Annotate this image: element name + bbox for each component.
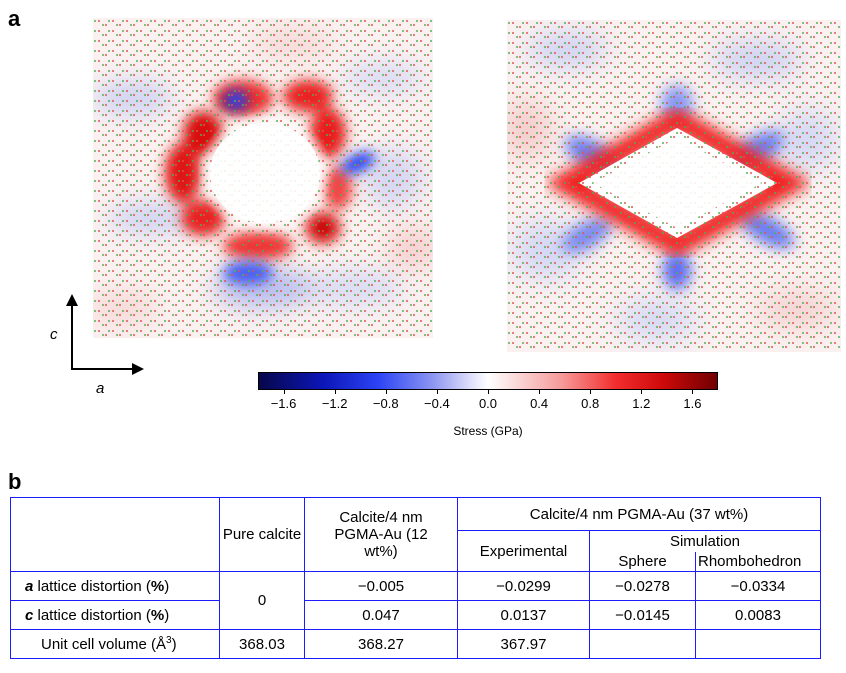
a-axis-label: a xyxy=(96,380,105,397)
header-calcite-37wt: Calcite/4 nm PGMA-Au (37 wt%) xyxy=(457,497,821,531)
cell-a-sphere: −0.0278 xyxy=(589,571,696,601)
colorbar-tick-label: −1.6 xyxy=(270,396,297,411)
c-axis-arrow-line xyxy=(71,302,73,370)
colorbar-tick xyxy=(539,389,541,394)
colorbar-tick xyxy=(334,389,336,394)
colorbar-tick xyxy=(590,389,592,394)
colorbar-tick-label: 0.0 xyxy=(478,396,498,411)
cell-volume-sphere xyxy=(589,629,696,659)
table-corner-cell xyxy=(10,497,220,572)
row-label-unit-cell-volume: Unit cell volume (Å3) xyxy=(10,629,220,659)
colorbar-tick-label: −0.8 xyxy=(372,396,399,411)
colorbar-tick xyxy=(385,389,387,394)
table-row: Unit cell volume (Å3) 368.03 368.27 367.… xyxy=(10,629,821,659)
colorbar-tick-label: −1.2 xyxy=(321,396,348,411)
table-row: c lattice distortion (%) 0.047 0.0137 −0… xyxy=(10,600,821,630)
cell-pure-lattice: 0 xyxy=(219,571,305,630)
cell-a-rhombohedron: −0.0334 xyxy=(695,571,821,601)
cell-volume-12wt: 368.27 xyxy=(304,629,458,659)
colorbar-title: Stress (GPa) xyxy=(453,424,523,438)
a-axis-arrow-line xyxy=(71,368,135,370)
header-calcite-12wt: Calcite/4 nm PGMA-Au (12 wt%) xyxy=(304,497,458,572)
rhombohedron-stress-map xyxy=(507,20,841,352)
header-simulation: Simulation xyxy=(589,530,821,552)
header-experimental: Experimental xyxy=(457,530,590,572)
cell-c-experimental: 0.0137 xyxy=(457,600,590,630)
colorbar-tick xyxy=(641,389,643,394)
c-axis-label: c xyxy=(50,326,58,343)
row-label-c-lattice: c lattice distortion (%) xyxy=(10,600,220,630)
panel-b-label: b xyxy=(8,469,22,494)
row-label-a-lattice: a lattice distortion (%) xyxy=(10,571,220,601)
header-sphere: Sphere xyxy=(589,551,696,572)
colorbar-tick xyxy=(488,389,489,394)
cell-a-experimental: −0.0299 xyxy=(457,571,590,601)
colorbar-tick xyxy=(283,389,285,394)
colorbar-tick-label: 0.8 xyxy=(581,396,600,411)
c-axis-arrowhead-icon xyxy=(66,294,78,306)
header-rhombohedron: Rhombohedron xyxy=(695,551,821,572)
table-row: a lattice distortion (%) 0 −0.005 −0.029… xyxy=(10,571,821,630)
colorbar-tick-label: 1.6 xyxy=(683,396,702,411)
cell-volume-pure: 368.03 xyxy=(219,629,305,659)
panel-a-label: a xyxy=(8,6,21,31)
cell-volume-experimental: 367.97 xyxy=(457,629,590,659)
colorbar-tick xyxy=(692,389,694,394)
colorbar-tick-label: −0.4 xyxy=(424,396,450,411)
cell-c-rhombohedron: 0.0083 xyxy=(695,600,821,630)
cell-c-sphere: −0.0145 xyxy=(589,600,696,630)
a-axis-arrowhead-icon xyxy=(132,363,144,375)
colorbar-tick-label: 1.2 xyxy=(632,396,651,411)
cell-a-12wt: −0.005 xyxy=(304,571,458,601)
cell-c-12wt: 0.047 xyxy=(304,600,458,630)
colorbar-tick xyxy=(436,389,438,394)
lattice-distortion-table: Pure calcite Calcite/4 nm PGMA-Au (12 wt… xyxy=(10,497,821,659)
stress-colorbar xyxy=(258,372,718,390)
header-pure-calcite: Pure calcite xyxy=(219,497,305,572)
colorbar-tick-label: 0.4 xyxy=(530,396,549,411)
sphere-stress-map xyxy=(93,18,433,338)
cell-volume-rhombohedron xyxy=(695,629,821,659)
